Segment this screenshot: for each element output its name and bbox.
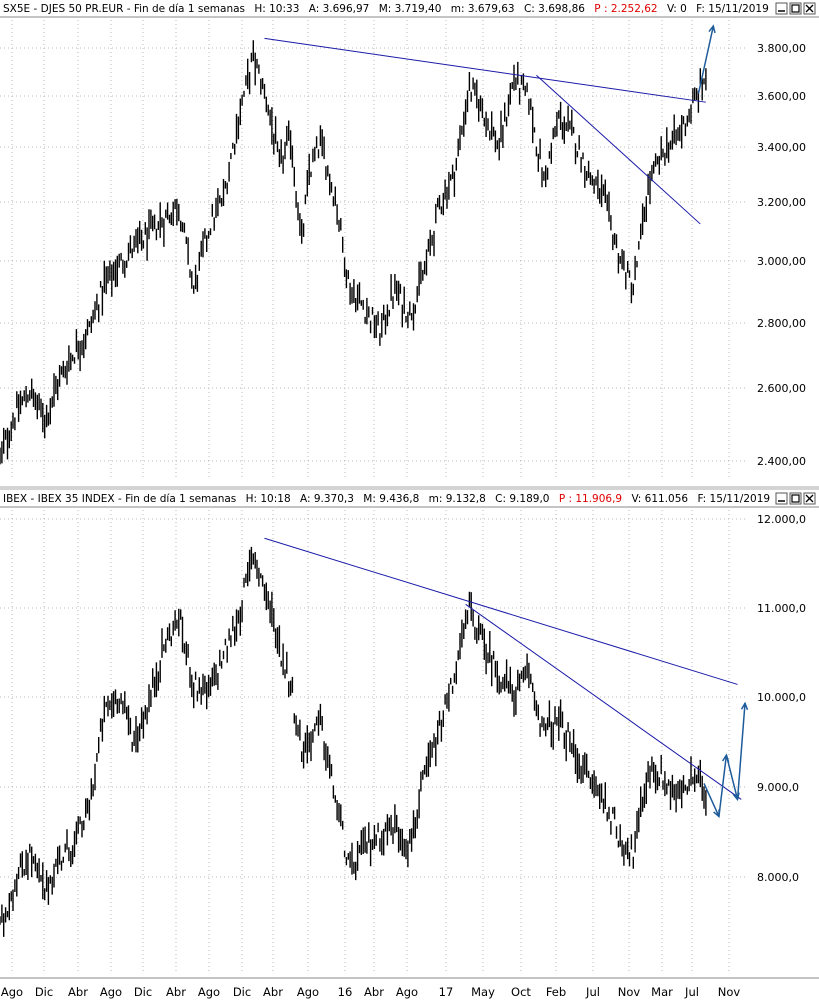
x-tick-label: Dic [134, 985, 152, 999]
y-tick-label: 8.000,0 [757, 871, 799, 884]
header-hour: H: 10:33 [254, 3, 299, 15]
y-tick-label: 9.000,0 [757, 781, 799, 794]
minimize-icon[interactable] [775, 2, 788, 15]
trendlines [264, 537, 742, 800]
header-low: m: 9.132,8 [429, 493, 486, 505]
header-volume: V: 611.056 [631, 493, 688, 505]
trendlines [264, 37, 706, 225]
x-tick-label: May [471, 985, 495, 999]
projection-arrow[interactable] [718, 753, 730, 817]
x-tick-label: Ago [198, 985, 220, 999]
trendline[interactable] [264, 537, 738, 685]
window-controls [775, 492, 816, 505]
x-tick-label: Abr [68, 985, 88, 999]
header-date: F: 15/11/2019 [697, 493, 770, 505]
y-tick-label: 11.000,0 [757, 602, 806, 615]
x-tick-label: Oct [511, 985, 531, 999]
y-tick-label: 3.200,00 [757, 196, 806, 209]
y-tick-label: 3.400,00 [757, 141, 806, 154]
x-tick-label: Abr [364, 985, 384, 999]
svg-text:IBEX - IBEX 35 INDEX - Fin de: IBEX - IBEX 35 INDEX - Fin de día 1 sema… [3, 493, 770, 505]
projection-arrow[interactable] [736, 701, 749, 800]
window-controls [775, 2, 816, 15]
x-tick-label: Jul [585, 985, 600, 999]
x-tick-label: Nov [618, 985, 641, 999]
y-tick-label: 2.400,00 [757, 455, 806, 468]
header-high: M: 3.719,40 [379, 3, 442, 15]
y-tick-label: 3.600,00 [757, 90, 806, 103]
y-axis: 3.800,00 3.600,00 3.400,00 3.200,00 3.000,00… [757, 42, 806, 468]
header-pct: P : 11.906,9 [559, 493, 622, 505]
projection-arrows [703, 701, 749, 818]
header-date: F: 15/11/2019 [696, 3, 769, 15]
projection-arrows [697, 24, 716, 94]
x-tick-label: Dic [233, 985, 251, 999]
header-close: C: 9.189,0 [495, 493, 549, 505]
x-tick-label: Dic [35, 985, 53, 999]
x-tick-label: Feb [546, 985, 566, 999]
x-tick-label: Jul [684, 985, 699, 999]
panel-sx5e: SX5E - DJES 50 PR.EUR - Fin de día 1 sem… [0, 0, 819, 488]
header-low: m: 3.679,63 [451, 3, 515, 15]
x-tick-label: Ago [1, 985, 23, 999]
restore-icon[interactable] [789, 2, 802, 15]
svg-text:SX5E - DJES 50 PR.EUR - Fin de: SX5E - DJES 50 PR.EUR - Fin de día 1 sem… [3, 3, 769, 15]
price-series [0, 546, 707, 937]
minimize-icon[interactable] [775, 492, 788, 505]
panel-divider[interactable] [0, 486, 819, 490]
trendline[interactable] [264, 37, 706, 103]
header-pct: P : 2.252,62 [594, 3, 657, 15]
x-tick-label: Ago [297, 985, 319, 999]
x-tick-label: 16 [338, 985, 353, 999]
header-open: A: 9.370,3 [300, 493, 354, 505]
x-axis: Ago Dic Abr Ago Dic Abr Ago Dic Abr Ago 16 Abr Ago 17… [1, 985, 741, 999]
header-symbol: SX5E - DJES 50 PR.EUR - Fin de día 1 sem… [3, 3, 245, 15]
header-symbol: IBEX - IBEX 35 INDEX - Fin de día 1 sema… [3, 493, 236, 505]
x-tick-label: Abr [166, 985, 186, 999]
price-bars [0, 546, 707, 937]
x-tick-label: Mar [651, 985, 673, 999]
trendline[interactable] [536, 74, 701, 225]
y-tick-label: 3.000,00 [757, 255, 806, 268]
restore-icon[interactable] [789, 492, 802, 505]
panel-ibex: IBEX - IBEX 35 INDEX - Fin de día 1 sema… [0, 492, 819, 972]
trendline[interactable] [465, 603, 742, 800]
close-icon[interactable] [803, 2, 816, 15]
x-tick-label: Nov [718, 985, 741, 999]
x-tick-label: Ago [396, 985, 418, 999]
header-volume: V: 0 [667, 3, 687, 15]
x-tick-label: 17 [439, 985, 454, 999]
x-tick-label: Ago [100, 985, 122, 999]
close-icon[interactable] [803, 492, 816, 505]
y-tick-label: 3.800,00 [757, 42, 806, 55]
y-tick-label: 2.800,00 [757, 317, 806, 330]
price-series [0, 40, 707, 465]
grid [0, 510, 745, 972]
projection-arrow[interactable] [697, 24, 716, 94]
y-tick-label: 10.000,0 [757, 691, 806, 704]
x-tick-label: Abr [263, 985, 283, 999]
header-hour: H: 10:18 [246, 493, 291, 505]
header-close: C: 3.698,86 [524, 3, 585, 15]
y-tick-label: 12.000,0 [757, 513, 806, 526]
price-bars [0, 40, 707, 465]
header-open: A: 3.696,97 [309, 3, 370, 15]
header-high: M: 9.436,8 [363, 493, 419, 505]
y-axis: 12.000,0 11.000,0 10.000,0 9.000,0 8.000,0 [757, 513, 806, 884]
y-tick-label: 2.600,00 [757, 382, 806, 395]
